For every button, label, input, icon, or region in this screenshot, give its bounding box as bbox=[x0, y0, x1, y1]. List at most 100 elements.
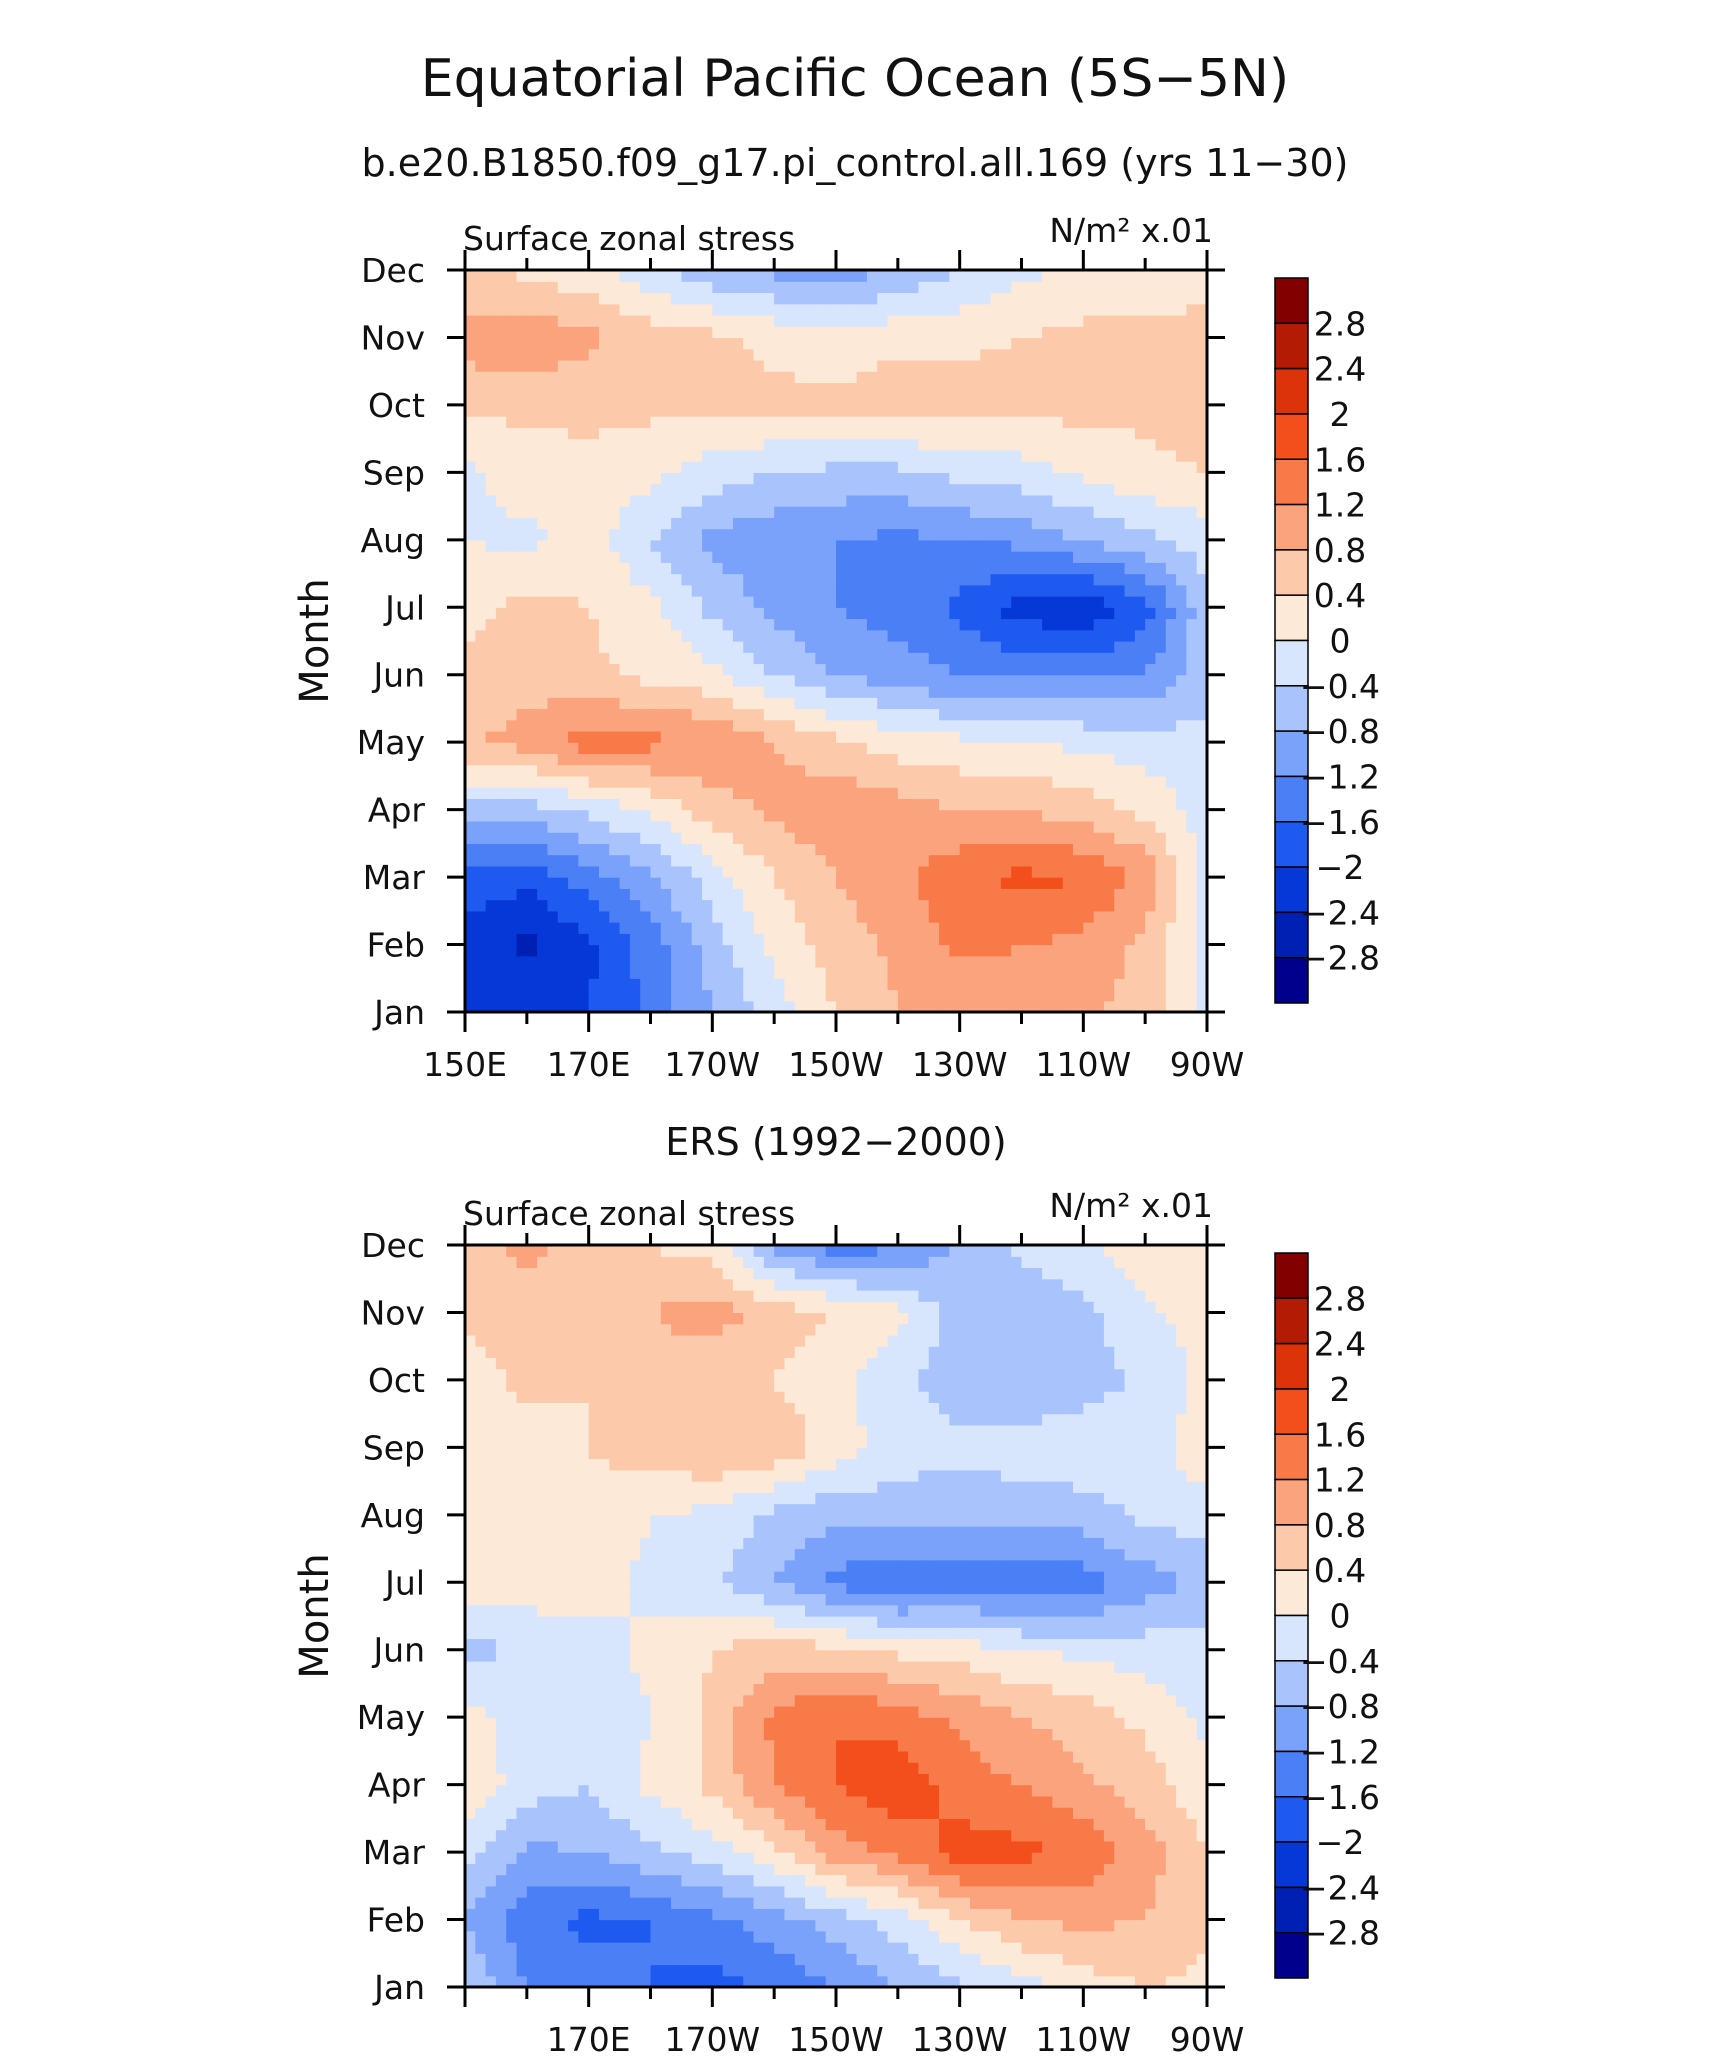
heatmap-cell bbox=[825, 427, 837, 440]
heatmap-cell bbox=[1103, 652, 1115, 665]
heatmap-cell bbox=[887, 888, 899, 901]
heatmap-cell bbox=[743, 910, 755, 923]
heatmap-cell bbox=[598, 944, 610, 957]
heatmap-cell bbox=[526, 933, 538, 946]
heatmap-cell bbox=[939, 742, 950, 755]
heatmap-cell bbox=[1021, 809, 1033, 822]
heatmap-cell bbox=[1165, 449, 1177, 462]
heatmap-cell bbox=[1083, 910, 1095, 923]
heatmap-cell bbox=[763, 652, 775, 665]
heatmap-cell bbox=[794, 393, 806, 406]
heatmap-cell bbox=[660, 809, 672, 822]
heatmap-cell bbox=[825, 483, 837, 496]
heatmap-cell bbox=[465, 596, 476, 608]
heatmap-cell bbox=[918, 416, 930, 428]
heatmap-cell bbox=[1073, 382, 1084, 395]
heatmap-cell bbox=[660, 955, 672, 968]
heatmap-cell bbox=[671, 404, 683, 417]
heatmap-cell bbox=[877, 742, 889, 755]
heatmap-cell bbox=[681, 596, 693, 608]
heatmap-cell bbox=[588, 337, 600, 350]
heatmap-cell bbox=[537, 865, 549, 878]
heatmap-cell bbox=[588, 404, 600, 417]
heatmap-cell bbox=[774, 652, 786, 665]
heatmap-cell bbox=[774, 865, 786, 878]
heatmap-cell bbox=[990, 449, 1002, 462]
heatmap-cell bbox=[763, 573, 775, 586]
heatmap-cell bbox=[568, 427, 579, 440]
heatmap-cell bbox=[671, 292, 683, 305]
heatmap-cell bbox=[784, 314, 796, 327]
heatmap-cell bbox=[557, 843, 569, 856]
heatmap-cell bbox=[959, 877, 971, 889]
heatmap-cell bbox=[866, 652, 878, 665]
heatmap-cell bbox=[671, 742, 683, 755]
heatmap-cell bbox=[1176, 348, 1187, 361]
heatmap-cell bbox=[794, 832, 806, 844]
heatmap-cell bbox=[815, 798, 827, 811]
heatmap-cell bbox=[1052, 922, 1064, 934]
heatmap-cell bbox=[908, 798, 920, 811]
heatmap-cell bbox=[1093, 967, 1105, 979]
heatmap-cell bbox=[805, 944, 816, 957]
heatmap-cell bbox=[465, 539, 476, 552]
heatmap-cell bbox=[660, 663, 672, 676]
heatmap-cell bbox=[846, 517, 858, 530]
heatmap-cell bbox=[526, 730, 538, 743]
heatmap-cell bbox=[908, 348, 920, 361]
heatmap-cell bbox=[609, 1964, 621, 1977]
heatmap-cell bbox=[671, 348, 683, 361]
heatmap-cell bbox=[928, 764, 940, 777]
heatmap-cell bbox=[485, 719, 497, 732]
heatmap-cell bbox=[526, 1919, 538, 1932]
heatmap-cell bbox=[640, 663, 652, 676]
heatmap-cell bbox=[1073, 494, 1084, 507]
heatmap-cell bbox=[475, 517, 487, 530]
heatmap-cell bbox=[990, 719, 1002, 732]
heatmap-cell bbox=[1145, 359, 1157, 372]
heatmap-cell bbox=[1062, 506, 1074, 518]
heatmap-cell bbox=[640, 1942, 652, 1954]
heatmap-cell bbox=[475, 922, 487, 934]
heatmap-cell bbox=[815, 944, 827, 957]
heatmap-cell bbox=[495, 663, 507, 676]
heatmap-cell bbox=[526, 787, 538, 799]
heatmap-cell bbox=[897, 348, 909, 361]
heatmap-cell bbox=[609, 562, 621, 575]
heatmap-cell bbox=[495, 416, 507, 428]
heatmap-cell bbox=[702, 404, 713, 417]
heatmap-cell bbox=[578, 719, 590, 732]
heatmap-cell bbox=[495, 652, 507, 665]
heatmap-cell bbox=[465, 865, 476, 878]
heatmap-cell bbox=[475, 708, 487, 721]
heatmap-cell bbox=[681, 775, 693, 788]
heatmap-cell bbox=[825, 348, 837, 361]
heatmap-cell bbox=[969, 506, 981, 518]
heatmap-cell bbox=[485, 461, 497, 473]
heatmap-cell bbox=[671, 820, 683, 833]
heatmap-cell bbox=[763, 1000, 775, 1012]
heatmap-cell bbox=[1031, 764, 1043, 777]
heatmap-cell bbox=[598, 663, 610, 676]
heatmap-cell bbox=[660, 787, 672, 799]
heatmap-cell bbox=[1062, 832, 1074, 844]
heatmap-cell bbox=[537, 742, 549, 755]
heatmap-cell bbox=[1124, 865, 1136, 878]
heatmap-cell bbox=[650, 449, 662, 462]
heatmap-cell bbox=[578, 764, 590, 777]
heatmap-cell bbox=[774, 472, 786, 485]
heatmap-cell bbox=[805, 438, 816, 451]
heatmap-cell bbox=[1073, 472, 1084, 485]
heatmap-cell bbox=[897, 314, 909, 327]
heatmap-cell bbox=[506, 854, 518, 867]
heatmap-cell bbox=[506, 922, 518, 934]
heatmap-cell bbox=[866, 787, 878, 799]
heatmap-cell bbox=[660, 989, 672, 1002]
heatmap-cell bbox=[485, 730, 497, 743]
heatmap-cell bbox=[1114, 843, 1126, 856]
heatmap-cell bbox=[537, 899, 549, 912]
heatmap-cell bbox=[1145, 719, 1157, 732]
heatmap-cell bbox=[640, 382, 652, 395]
heatmap-cell bbox=[681, 506, 693, 518]
heatmap-cell bbox=[1165, 472, 1177, 485]
